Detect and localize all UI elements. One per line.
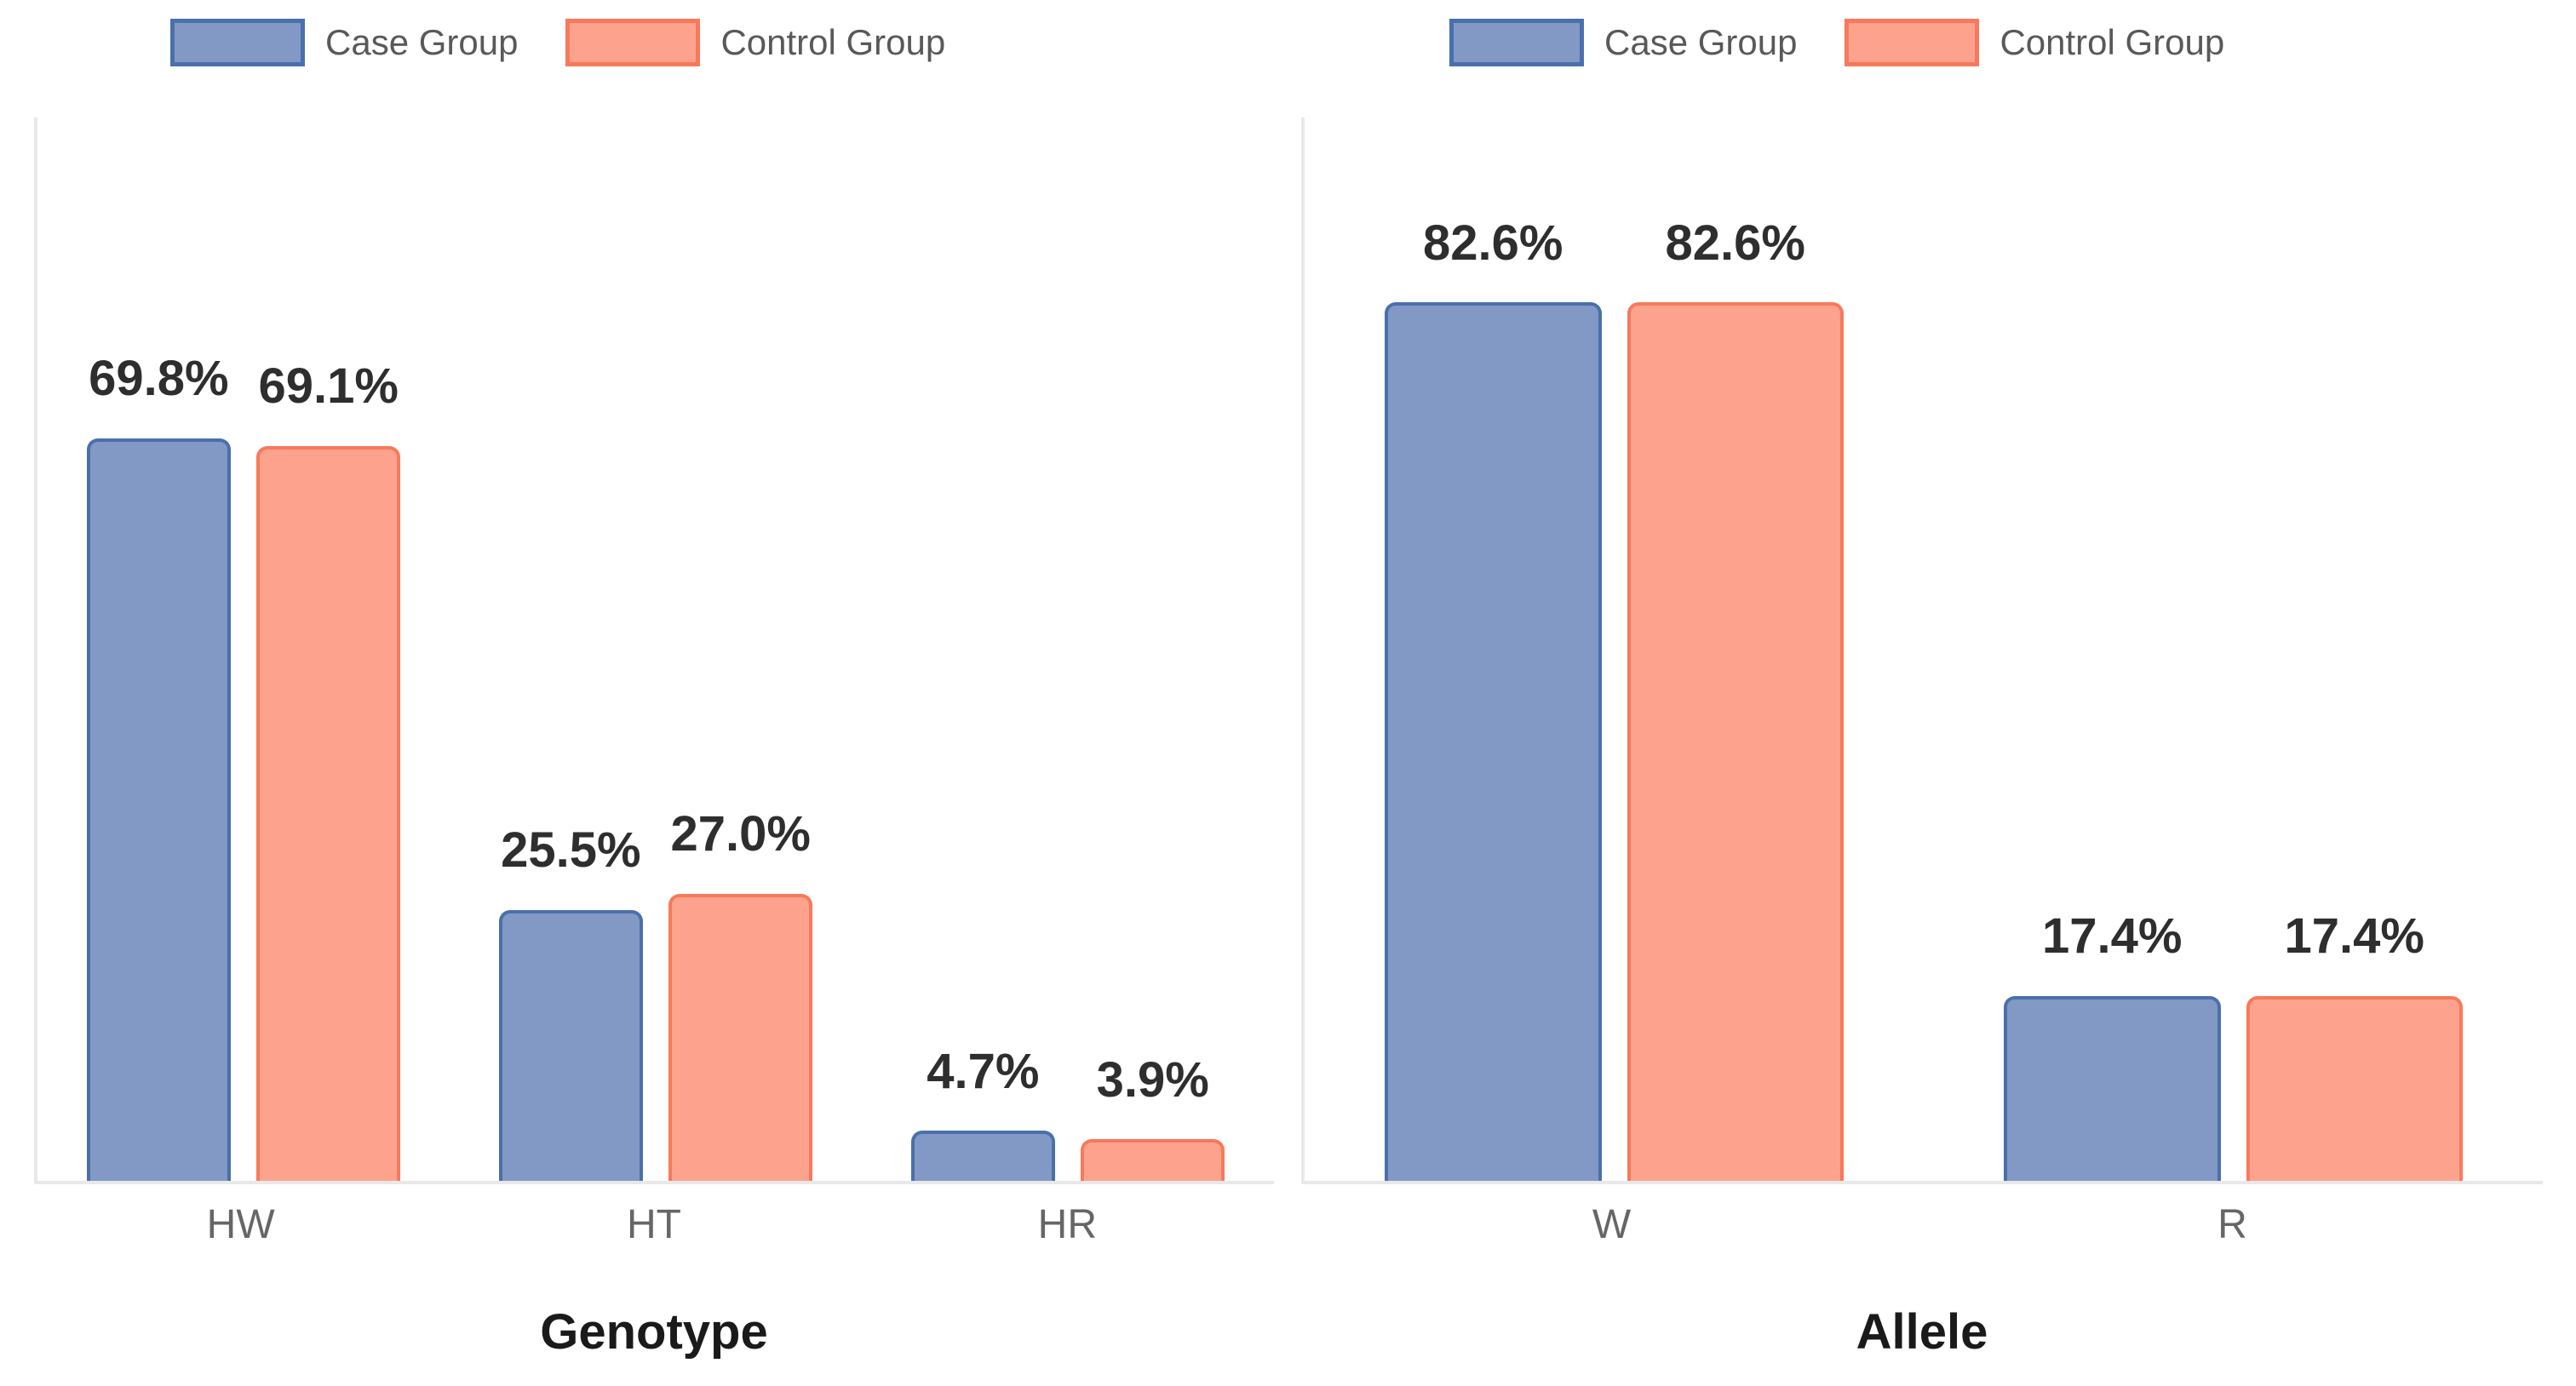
value-label-case-ht: 25.5%: [501, 822, 641, 878]
bar-control-hr: [1081, 1139, 1225, 1181]
legend-label-case-group: Case Group: [325, 22, 519, 62]
bar-control-r: [2246, 995, 2463, 1181]
x-tick-r: R: [2217, 1202, 2247, 1247]
legend: Case Group Control Group: [1288, 0, 2575, 117]
value-label-control-hw: 69.1%: [258, 358, 399, 415]
value-label-control-ht: 27.0%: [670, 805, 811, 862]
bar-case-hw: [86, 438, 231, 1181]
bar-group-w: 82.6% 82.6%: [1305, 117, 1924, 1181]
value-label-control-hr: 3.9%: [1096, 1051, 1209, 1108]
x-axis-title-genotype: Genotype: [540, 1304, 768, 1360]
bar-slot-control-r: 17.4%: [2246, 117, 2463, 1181]
x-tick-w: W: [1592, 1202, 1632, 1247]
plot-area-allele: 82.6% 82.6% 17.4% 17.4%: [1301, 117, 2543, 1184]
legend-swatch-case-icon: [1449, 19, 1584, 66]
value-label-case-hw: 69.8%: [89, 351, 229, 407]
bar-case-r: [2004, 995, 2221, 1181]
legend-label-control-group: Control Group: [720, 22, 946, 62]
legend-label-case-group: Case Group: [1604, 22, 1798, 62]
plot-area-genotype: 69.8% 69.1% 25.5% 27.0% 4.7% 3.9%: [34, 117, 1274, 1184]
bar-group-hw: 69.8% 69.1%: [37, 117, 450, 1181]
bar-slot-case-r: 17.4%: [2004, 117, 2221, 1181]
legend-item-control-group: Control Group: [565, 19, 945, 66]
bar-slot-case-ht: 25.5%: [498, 117, 643, 1181]
value-label-control-w: 82.6%: [1665, 215, 1805, 271]
bar-slot-control-hw: 69.1%: [256, 117, 401, 1181]
legend-swatch-case-icon: [170, 19, 305, 66]
legend-label-control-group: Control Group: [1999, 22, 2225, 62]
bar-slot-case-w: 82.6%: [1385, 117, 1602, 1181]
value-label-case-hr: 4.7%: [927, 1043, 1040, 1099]
bar-group-ht: 25.5% 27.0%: [450, 117, 862, 1181]
value-label-case-w: 82.6%: [1423, 215, 1563, 271]
bar-control-ht: [668, 893, 813, 1181]
x-axis-title-allele: Allele: [1856, 1304, 1988, 1360]
legend: Case Group Control Group: [0, 0, 1288, 117]
value-label-case-r: 17.4%: [2042, 908, 2183, 964]
x-tick-hr: HR: [1037, 1202, 1097, 1247]
x-axis-ticks-genotype: HW HT HR: [34, 1184, 1274, 1265]
bar-control-hw: [256, 445, 401, 1181]
chart-panel-allele: Case Group Control Group 82.6% 82.6% 17.4% 17…: [1288, 0, 2575, 1386]
bar-case-hr: [910, 1131, 1055, 1181]
bar-slot-control-hr: 3.9%: [1081, 117, 1225, 1181]
legend-item-control-group: Control Group: [1845, 19, 2224, 66]
bar-slot-case-hr: 4.7%: [910, 117, 1055, 1181]
bar-slot-case-hw: 69.8%: [86, 117, 231, 1181]
legend-swatch-control-icon: [565, 19, 701, 66]
bar-group-r: 17.4% 17.4%: [1924, 117, 2543, 1181]
chart-panel-genotype: Case Group Control Group 69.8% 69.1% 25.5% 27…: [0, 0, 1288, 1360]
value-label-control-r: 17.4%: [2284, 908, 2424, 964]
bar-group-hr: 4.7% 3.9%: [862, 117, 1274, 1181]
bar-case-w: [1385, 302, 1602, 1181]
x-tick-hw: HW: [206, 1202, 275, 1247]
legend-item-case-group: Case Group: [1449, 19, 1797, 66]
x-tick-ht: HT: [627, 1202, 681, 1247]
bar-slot-control-w: 82.6%: [1626, 117, 1844, 1181]
bar-slot-control-ht: 27.0%: [668, 117, 813, 1181]
legend-item-case-group: Case Group: [170, 19, 518, 66]
bar-case-ht: [498, 909, 643, 1181]
bar-control-w: [1626, 302, 1844, 1181]
legend-swatch-control-icon: [1845, 19, 1980, 66]
